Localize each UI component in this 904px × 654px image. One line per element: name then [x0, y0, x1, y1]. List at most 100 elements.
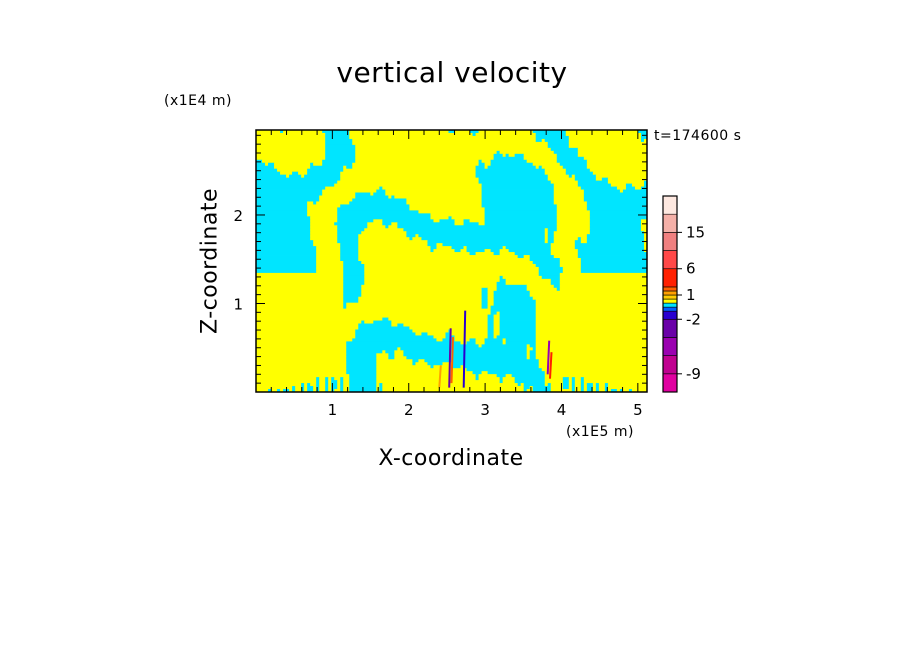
- field-cell: [256, 213, 308, 217]
- field-cell: [385, 192, 482, 196]
- field-cell: [322, 162, 353, 167]
- field-cell: [481, 201, 555, 205]
- field-cell: [256, 258, 317, 262]
- field-cell: [640, 132, 647, 137]
- plot-frame: [255, 129, 648, 393]
- field-cell: [310, 383, 317, 387]
- field-cell: [568, 383, 573, 387]
- field-cell: [583, 198, 647, 202]
- field-cell: [544, 371, 647, 375]
- field-cell: [349, 383, 377, 387]
- field-cell: [343, 293, 362, 298]
- field-cell: [322, 192, 356, 196]
- field-cell: [487, 287, 498, 292]
- field-cell: [580, 266, 647, 271]
- field-cell: [526, 287, 558, 292]
- field-cell: [331, 380, 338, 384]
- field-cell: [256, 156, 326, 161]
- field-cell: [337, 234, 359, 238]
- field-cell: [490, 308, 537, 313]
- colorbar-swatch: [662, 232, 678, 251]
- field-cell: [256, 141, 326, 146]
- field-cell: [343, 168, 476, 173]
- field-cell: [448, 216, 452, 220]
- field-cell: [277, 168, 308, 173]
- field-cell: [562, 380, 570, 384]
- field-cell: [577, 180, 609, 184]
- field-cell: [256, 332, 356, 336]
- field-cell: [499, 323, 537, 327]
- field-cell: [337, 216, 431, 220]
- field-cell: [376, 365, 431, 369]
- field-cell: [256, 320, 362, 324]
- field-cell: [478, 374, 498, 378]
- field-cell: [316, 269, 344, 274]
- field-cell: [256, 150, 326, 155]
- field-cell: [256, 293, 344, 298]
- colorbar-swatch: [662, 373, 678, 393]
- field-cell: [256, 243, 314, 247]
- field-cell: [487, 326, 495, 330]
- chart-title: vertical velocity: [336, 56, 568, 89]
- field-cell: [268, 389, 272, 392]
- field-cell: [256, 231, 311, 235]
- field-cell: [346, 368, 377, 372]
- field-cell: [397, 323, 404, 327]
- x-tick-label: 4: [557, 401, 567, 419]
- field-cell: [574, 380, 582, 384]
- field-cell: [550, 278, 561, 283]
- field-cell: [256, 365, 347, 369]
- field-cell: [379, 383, 383, 387]
- field-cell: [313, 240, 338, 244]
- field-cell: [256, 353, 347, 357]
- field-cell: [310, 165, 344, 170]
- field-cell: [319, 377, 326, 381]
- field-cell: [337, 228, 365, 232]
- field-cell: [364, 272, 540, 277]
- field-cell: [454, 219, 464, 223]
- field-cell: [343, 296, 359, 301]
- field-cell: [256, 207, 308, 211]
- field-cell: [382, 389, 525, 392]
- field-cell: [589, 219, 642, 223]
- field-cell: [559, 258, 582, 262]
- field-cell: [280, 171, 293, 176]
- field-cell: [580, 380, 585, 384]
- field-cell: [586, 204, 647, 208]
- field-cell: [358, 249, 431, 253]
- field-cell: [505, 278, 552, 283]
- field-cell: [643, 183, 647, 187]
- field-cell: [553, 240, 576, 244]
- field-cell: [256, 246, 317, 250]
- field-cell: [379, 386, 383, 390]
- field-cell: [484, 222, 558, 226]
- field-cell: [556, 159, 588, 164]
- field-cell: [550, 180, 579, 184]
- field-cell: [574, 177, 597, 182]
- field-cell: [472, 371, 482, 375]
- field-cell: [256, 165, 275, 170]
- field-cell: [355, 195, 389, 199]
- field-cell: [325, 377, 329, 381]
- field-cell: [481, 287, 488, 292]
- field-cell: [361, 261, 534, 265]
- field-cell: [388, 195, 392, 199]
- field-cell: [325, 156, 356, 161]
- field-cell: [310, 225, 338, 229]
- field-cell: [256, 252, 317, 256]
- field-cell: [487, 371, 546, 375]
- field-cell: [451, 246, 464, 250]
- field-cell: [553, 234, 588, 238]
- field-cell: [589, 231, 645, 235]
- field-cell: [409, 204, 482, 208]
- field-cell: [325, 147, 356, 152]
- field-cell: [580, 237, 588, 241]
- colorbar-swatch: [662, 268, 678, 288]
- field-cell: [358, 237, 410, 241]
- field-cell: [376, 189, 386, 193]
- field-cell: [580, 269, 647, 274]
- field-cell: [490, 162, 534, 167]
- field-cell: [256, 329, 356, 333]
- field-cell: [349, 201, 407, 205]
- field-cell: [466, 249, 485, 253]
